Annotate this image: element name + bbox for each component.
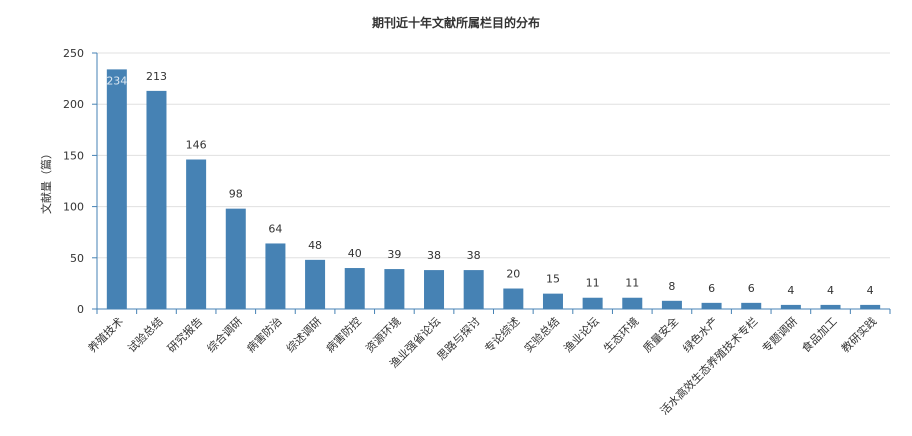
y-axis-ticks: 0 50 100 150 200 250 bbox=[63, 47, 97, 316]
x-tick-label: 实验总结 bbox=[521, 314, 562, 355]
y-tick-label: 150 bbox=[63, 149, 84, 162]
data-label: 98 bbox=[229, 188, 243, 201]
data-label: 39 bbox=[387, 248, 401, 261]
data-label: 146 bbox=[186, 138, 207, 151]
bar bbox=[503, 288, 524, 309]
data-label: 38 bbox=[467, 249, 481, 262]
x-tick-label: 食品加工 bbox=[799, 314, 840, 355]
grid-lines bbox=[97, 52, 890, 259]
x-tick-label: 绿色水产 bbox=[680, 314, 721, 355]
axes bbox=[96, 53, 890, 310]
data-label: 8 bbox=[668, 280, 675, 293]
bar bbox=[384, 269, 405, 309]
x-tick-label: 研究报告 bbox=[164, 314, 205, 355]
x-tick-label: 教研实践 bbox=[838, 314, 879, 355]
bar bbox=[424, 270, 445, 309]
bar bbox=[305, 259, 326, 309]
x-tick-label: 思路与探讨 bbox=[435, 315, 483, 363]
bar bbox=[344, 268, 365, 309]
data-label: 4 bbox=[827, 284, 834, 297]
x-tick-label: 试验总结 bbox=[125, 314, 166, 355]
data-label: 11 bbox=[586, 277, 600, 290]
x-tick-label: 病害防治 bbox=[244, 314, 285, 355]
data-label: 11 bbox=[625, 277, 639, 290]
x-tick-label: 专论综述 bbox=[481, 314, 522, 355]
bar bbox=[780, 304, 801, 309]
bar bbox=[186, 159, 207, 309]
bar bbox=[225, 208, 246, 309]
data-label: 48 bbox=[308, 239, 322, 252]
bar bbox=[542, 293, 563, 309]
bar bbox=[741, 302, 762, 309]
x-tick-label: 病害防控 bbox=[323, 314, 364, 355]
y-tick-label: 100 bbox=[63, 201, 84, 214]
x-tick-label: 养殖技术 bbox=[85, 314, 126, 355]
x-tick-label: 综述调研 bbox=[283, 314, 324, 355]
y-tick-label: 0 bbox=[77, 303, 84, 316]
bar bbox=[860, 304, 881, 309]
data-label: 64 bbox=[268, 222, 282, 235]
data-label: 4 bbox=[787, 284, 794, 297]
y-axis-label: 文献量（篇） bbox=[39, 148, 53, 214]
bar bbox=[265, 243, 286, 309]
x-axis-ticks: 养殖技术 试验总结 研究报告 综合调研 病害防治 综述调研 病害防控 资源环境渔业强省论坛思路… bbox=[85, 309, 891, 417]
bar bbox=[463, 270, 484, 309]
y-tick-label: 50 bbox=[70, 252, 84, 265]
x-tick-label: 生态环境 bbox=[600, 314, 641, 355]
data-label: 4 bbox=[867, 284, 874, 297]
bar bbox=[701, 302, 722, 309]
data-label: 20 bbox=[506, 268, 520, 281]
data-label: 234 bbox=[106, 74, 127, 87]
bar bbox=[146, 90, 167, 309]
data-label: 15 bbox=[546, 273, 560, 286]
x-tick-label: 专题调研 bbox=[759, 314, 800, 355]
data-label: 40 bbox=[348, 247, 362, 260]
data-label: 213 bbox=[146, 70, 167, 83]
bar bbox=[661, 300, 682, 309]
x-tick-label: 综合调研 bbox=[204, 314, 245, 355]
y-tick-label: 200 bbox=[63, 98, 84, 111]
bar-series bbox=[106, 69, 881, 309]
data-label: 38 bbox=[427, 249, 441, 262]
y-tick-label: 250 bbox=[63, 47, 84, 60]
data-label: 6 bbox=[748, 282, 755, 295]
bar bbox=[582, 297, 603, 309]
x-tick-label: 质量安全 bbox=[640, 314, 681, 355]
chart-title: 期刊近十年文献所属栏目的分布 bbox=[372, 15, 540, 30]
x-tick-label: 资源环境 bbox=[362, 314, 403, 355]
data-label: 6 bbox=[708, 282, 715, 295]
bar bbox=[106, 69, 127, 309]
bar bbox=[820, 304, 841, 309]
x-tick-label: 渔业论坛 bbox=[561, 314, 602, 355]
bar bbox=[622, 297, 643, 309]
